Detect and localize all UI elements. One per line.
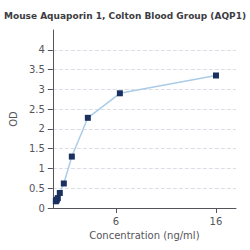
svg-text:2.5: 2.5 bbox=[29, 104, 45, 115]
svg-text:Concentration (ng/ml): Concentration (ng/ml) bbox=[89, 230, 199, 241]
svg-text:4: 4 bbox=[38, 44, 44, 55]
svg-text:2: 2 bbox=[38, 123, 44, 134]
svg-text:3.5: 3.5 bbox=[29, 64, 45, 75]
svg-text:OD: OD bbox=[8, 111, 19, 127]
svg-text:0.5: 0.5 bbox=[29, 183, 45, 194]
svg-text:0: 0 bbox=[38, 203, 44, 214]
svg-text:3: 3 bbox=[38, 84, 44, 95]
svg-text:6: 6 bbox=[113, 216, 119, 227]
svg-text:16: 16 bbox=[210, 216, 223, 227]
svg-text:Mouse Aquaporin 1, Colton Bloo: Mouse Aquaporin 1, Colton Blood Group (A… bbox=[4, 11, 246, 21]
svg-text:1: 1 bbox=[38, 163, 44, 174]
svg-text:1.5: 1.5 bbox=[29, 143, 45, 154]
